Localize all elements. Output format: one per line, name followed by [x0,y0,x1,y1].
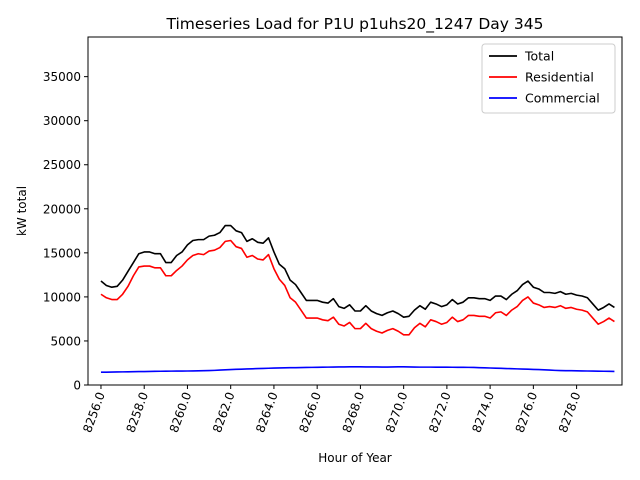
legend-box [481,43,616,114]
legend-label-total: Total [524,49,554,64]
y-tick-label: 15000 [43,246,81,260]
plot-area-frame [87,36,623,386]
y-tick-label: 0 [73,379,81,393]
legend-label-residential: Residential [525,70,594,85]
chart-title: Timeseries Load for P1U p1uhs20_1247 Day… [166,15,544,34]
y-tick-label: 10000 [43,290,81,304]
y-tick-label: 5000 [50,334,81,348]
series-line-commercial [100,366,615,374]
y-axis-label: kW total [15,186,29,236]
y-tick-label: 20000 [43,202,81,216]
y-tick-label: 25000 [43,158,81,172]
series-line-total [100,224,615,318]
x-axis-label: Hour of Year [318,451,392,465]
legend-label-commercial: Commercial [525,91,600,106]
y-axis-ticks: 0 5000 10000 15000 20000 25000 30000 35000 [43,70,88,393]
legend: Total Residential Commercial [481,43,616,114]
series-line-residential [100,239,615,336]
y-tick-label: 35000 [43,70,81,84]
y-tick-label: 30000 [43,114,81,128]
series-layer [100,224,615,374]
